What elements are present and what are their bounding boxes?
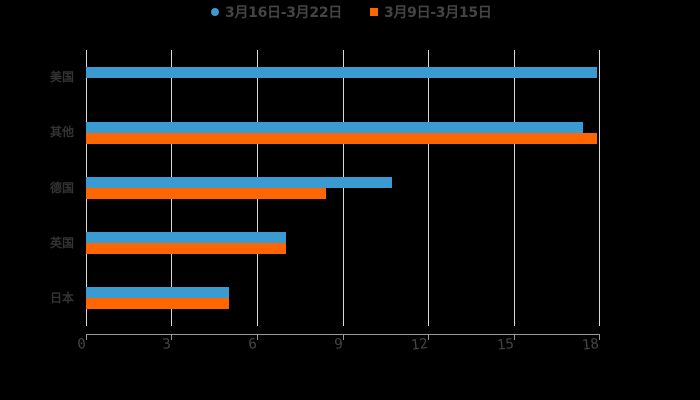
x-tick-label: 9 [333, 336, 344, 353]
bar-series-1 [86, 121, 583, 133]
x-tick-label: 0 [76, 336, 87, 353]
bar-series-1 [86, 177, 392, 188]
bar-series-1 [86, 232, 286, 244]
bar-series-2 [86, 188, 326, 199]
bar-series-2 [86, 243, 286, 255]
category-label: 日本 [49, 291, 74, 305]
legend-item-series-1[interactable]: 3月16日-3月22日 [211, 3, 342, 21]
x-tick-label: 15 [496, 336, 515, 354]
gridline [428, 50, 429, 326]
legend-item-series-2[interactable]: 3月9日-3月15日 [370, 3, 492, 21]
bar-series-2 [86, 298, 229, 310]
x-tick-label: 12 [410, 336, 429, 354]
x-tick-label: 3 [161, 336, 172, 353]
gridline [343, 50, 344, 326]
category-label: 其他 [49, 125, 74, 139]
x-tick-label: 6 [247, 336, 258, 353]
bar-series-1 [86, 287, 229, 299]
x-axis-tick [599, 334, 600, 340]
gridline [514, 50, 515, 326]
x-axis-tick [514, 334, 515, 340]
gridline [599, 50, 600, 326]
legend-label: 3月9日-3月15日 [384, 5, 492, 21]
circle-icon [211, 8, 219, 16]
x-axis-tick [343, 334, 344, 340]
x-axis-tick [171, 334, 172, 340]
category-label: 美国 [49, 70, 74, 84]
x-axis-tick [257, 334, 258, 340]
bar-series-2 [86, 132, 598, 144]
x-axis-tick [428, 334, 429, 340]
x-tick-label: 18 [581, 336, 600, 354]
legend-label: 3月16日-3月22日 [225, 5, 342, 21]
category-label: 德国 [49, 181, 74, 195]
category-label: 英国 [49, 236, 74, 250]
bar-series-1 [86, 66, 598, 78]
x-axis-tick [86, 334, 87, 340]
square-icon [370, 8, 378, 16]
